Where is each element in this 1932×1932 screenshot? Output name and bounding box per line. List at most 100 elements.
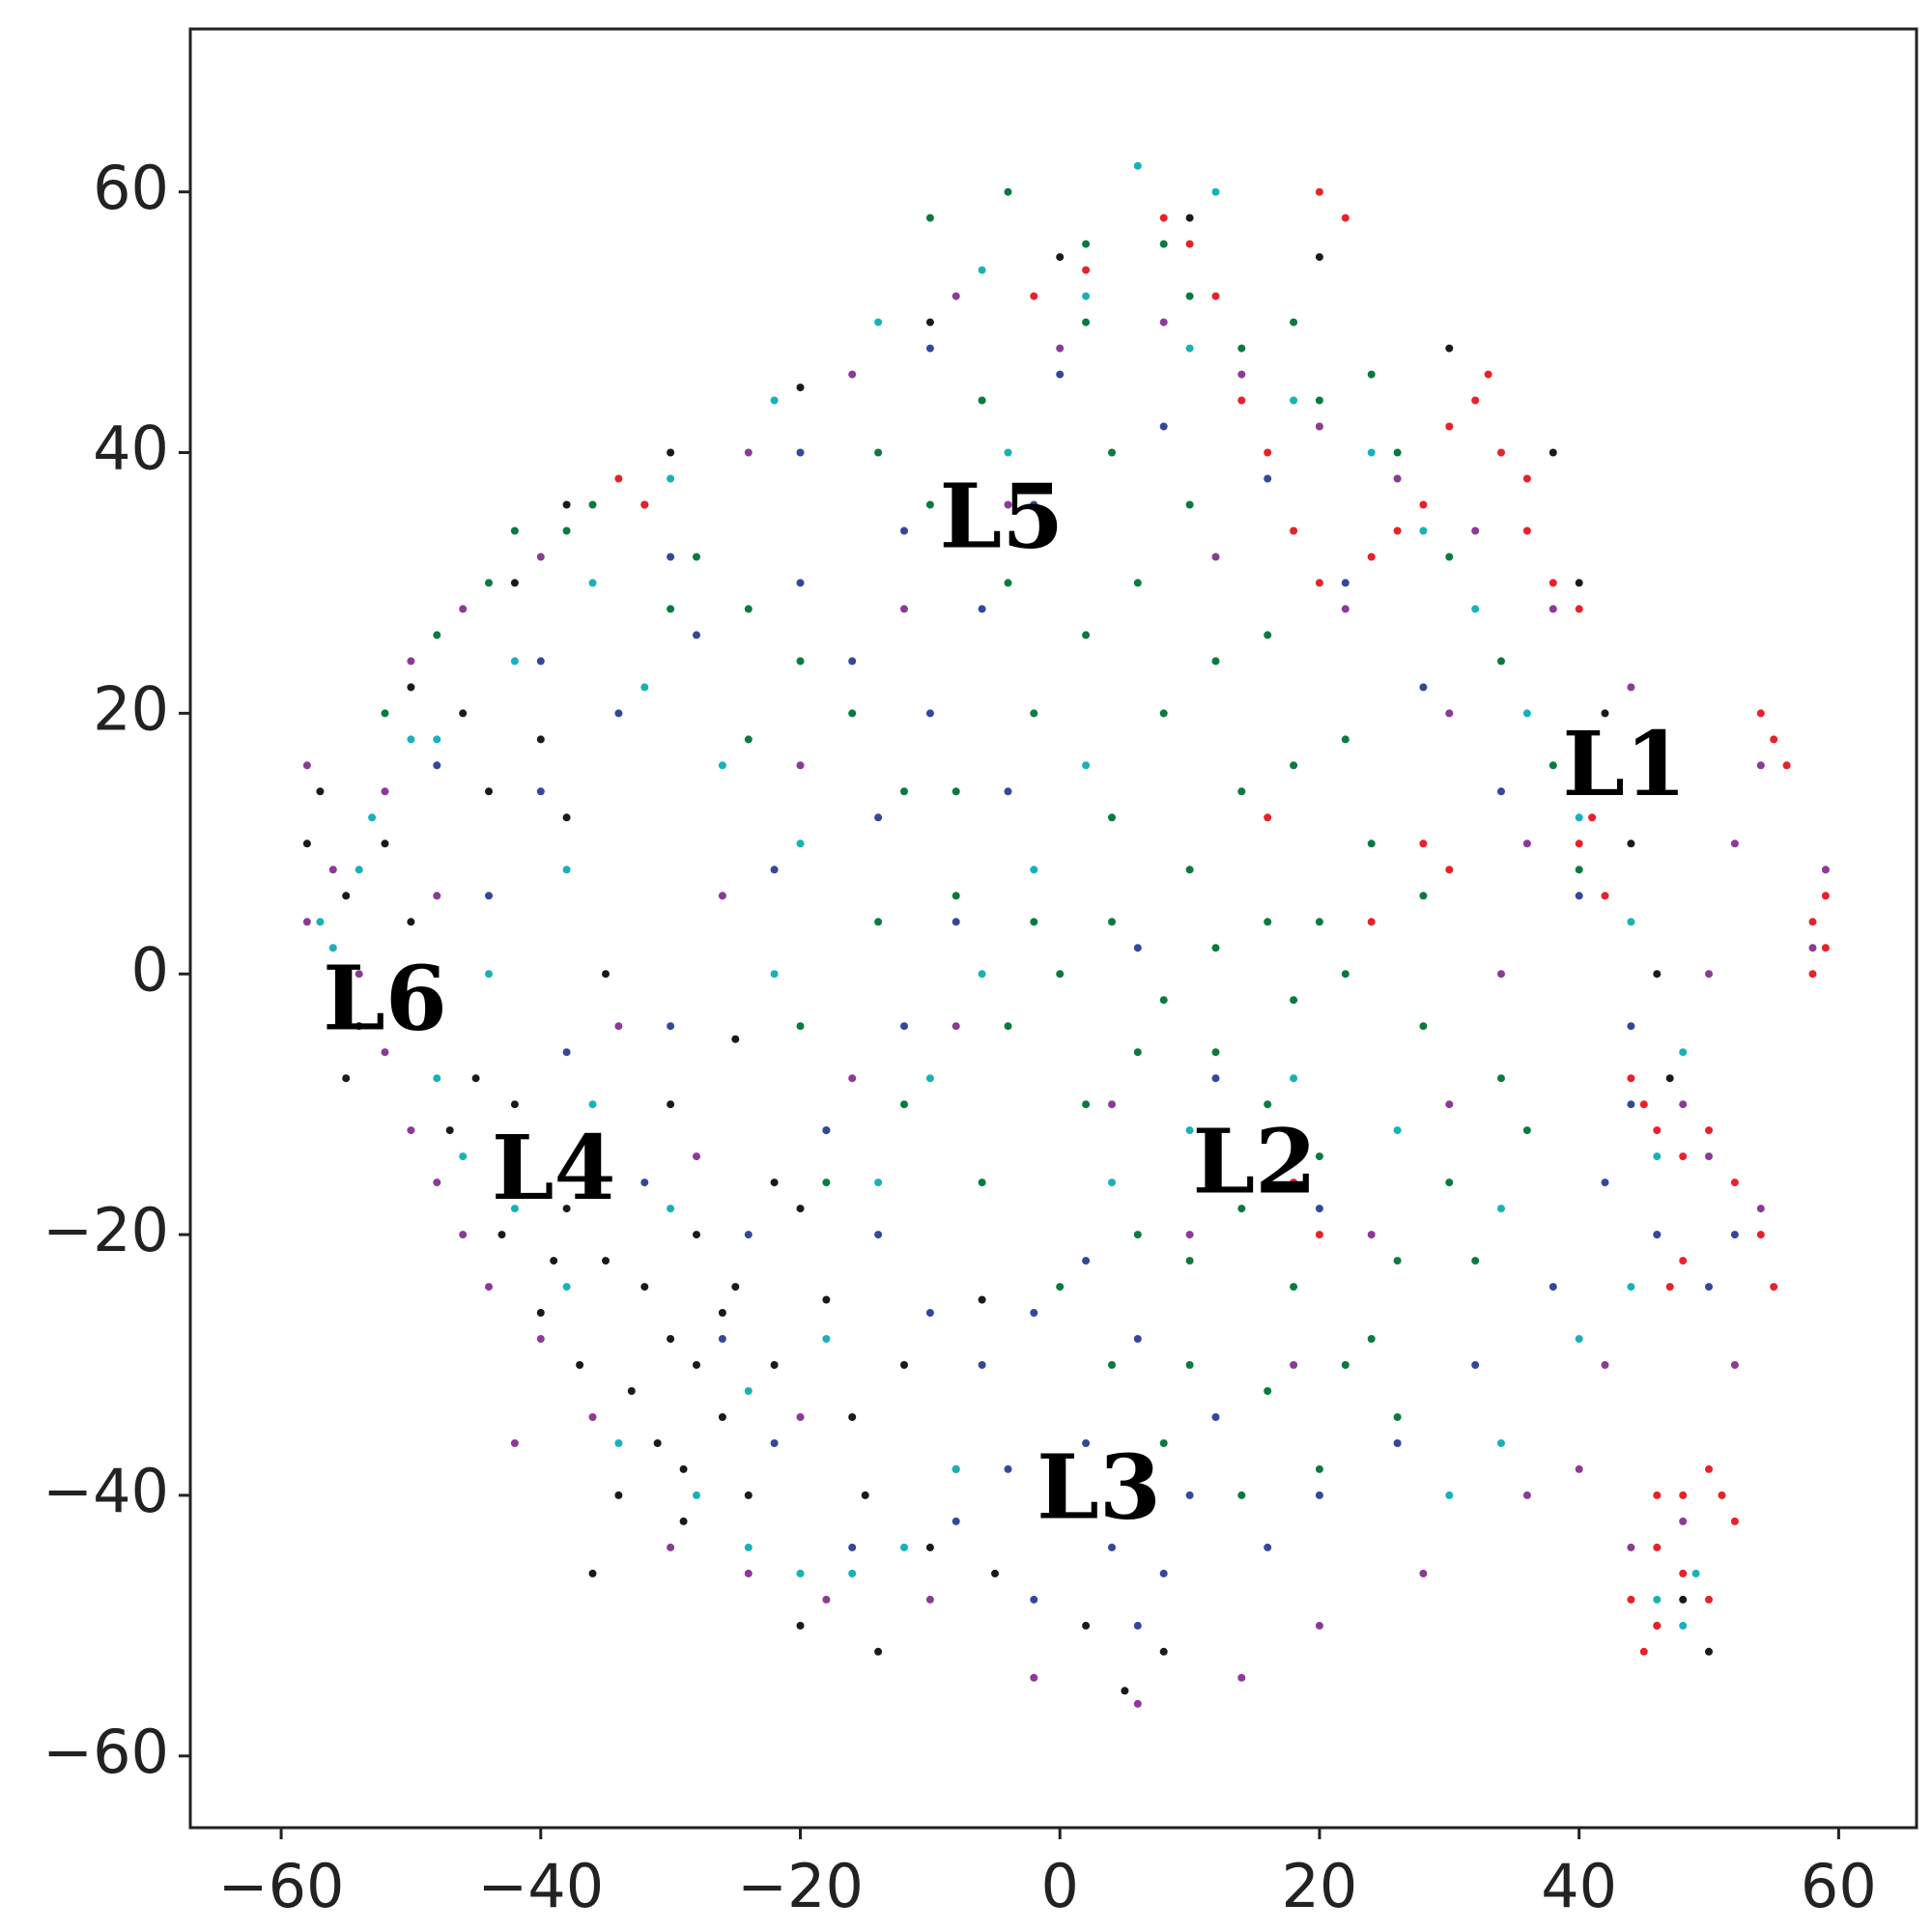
data-point-red <box>1756 1231 1765 1239</box>
data-point-cyan <box>1004 448 1012 457</box>
data-point-green <box>978 396 986 405</box>
data-point-green <box>1315 1464 1323 1473</box>
data-point-black <box>510 1100 519 1109</box>
data-point-purple <box>1419 1569 1428 1577</box>
data-point-blue <box>900 1022 908 1031</box>
data-point-purple <box>1004 500 1012 509</box>
data-point-green <box>744 735 753 744</box>
data-point-blue <box>667 553 675 561</box>
data-point-cyan <box>1108 1179 1116 1187</box>
data-point-black <box>550 1257 558 1265</box>
data-point-cyan <box>368 813 377 822</box>
data-point-cyan <box>874 1179 883 1187</box>
x-tick-label: −20 <box>737 1851 864 1921</box>
data-point-black <box>900 1361 908 1369</box>
y-tick-label: −20 <box>43 1195 169 1265</box>
data-point-blue <box>744 1231 753 1239</box>
data-point-green <box>1108 1361 1116 1369</box>
data-point-purple <box>1821 866 1830 874</box>
data-point-green <box>1367 370 1376 379</box>
data-point-purple <box>381 1048 389 1057</box>
data-point-cyan <box>355 866 363 874</box>
data-point-purple <box>588 1413 597 1421</box>
data-point-purple <box>1393 474 1402 483</box>
data-point-blue <box>1133 1335 1142 1343</box>
data-point-green <box>1211 1048 1220 1057</box>
data-point-blue <box>900 526 908 535</box>
data-point-red <box>640 500 649 509</box>
data-point-red <box>1367 918 1376 926</box>
data-point-black <box>667 448 675 457</box>
data-point-black <box>355 1022 363 1031</box>
data-point-cyan <box>796 839 805 848</box>
data-point-green <box>1004 579 1012 587</box>
data-point-green <box>1133 579 1142 587</box>
data-point-green <box>588 500 597 509</box>
data-point-purple <box>1522 1491 1531 1499</box>
data-point-green <box>1367 839 1376 848</box>
data-point-blue <box>848 657 857 666</box>
data-point-black <box>653 1439 662 1447</box>
data-point-blue <box>562 1048 571 1057</box>
data-point-green <box>925 213 934 222</box>
data-point-purple <box>1237 1673 1246 1682</box>
data-point-cyan <box>485 970 493 979</box>
data-point-red <box>1264 448 1272 457</box>
data-point-green <box>1290 761 1298 770</box>
data-point-cyan <box>1082 761 1091 770</box>
data-point-blue <box>640 1179 649 1187</box>
data-point-red <box>1653 1491 1662 1499</box>
data-point-cyan <box>1419 526 1428 535</box>
data-point-purple <box>407 657 415 666</box>
data-point-cyan <box>952 1464 960 1473</box>
data-point-cyan <box>328 944 337 952</box>
data-point-green <box>1315 1152 1323 1161</box>
data-point-blue <box>1627 1100 1635 1109</box>
data-point-black <box>588 1569 597 1577</box>
data-point-green <box>952 892 960 900</box>
data-point-purple <box>1237 370 1246 379</box>
data-point-purple <box>1159 318 1168 327</box>
data-point-purple <box>1315 1621 1323 1630</box>
data-point-purple <box>1108 1100 1116 1109</box>
data-point-blue <box>1264 474 1272 483</box>
data-point-red <box>1821 892 1830 900</box>
data-point-green <box>1471 1257 1480 1265</box>
data-point-blue <box>1082 1257 1091 1265</box>
data-point-green <box>1264 1100 1272 1109</box>
data-point-blue <box>1056 370 1065 379</box>
data-point-cyan <box>770 396 779 405</box>
data-point-red <box>1756 709 1765 718</box>
data-point-black <box>576 1361 584 1369</box>
y-tick-label: 0 <box>131 934 169 1005</box>
data-point-green <box>874 918 883 926</box>
data-point-blue <box>1133 944 1142 952</box>
data-point-blue <box>874 813 883 822</box>
data-point-green <box>381 709 389 718</box>
data-point-green <box>1030 918 1038 926</box>
data-point-red <box>1497 448 1505 457</box>
x-tick-label: 20 <box>1281 1851 1357 1921</box>
data-point-red <box>1522 474 1531 483</box>
data-point-green <box>1237 1491 1246 1499</box>
data-point-purple <box>1133 1699 1142 1708</box>
data-point-purple <box>1705 970 1713 979</box>
data-point-blue <box>693 631 700 639</box>
data-point-black <box>693 1361 700 1369</box>
data-point-red <box>1679 1257 1688 1265</box>
data-point-purple <box>355 970 363 979</box>
data-point-black <box>679 1517 688 1525</box>
data-point-purple <box>459 605 468 613</box>
data-point-cyan <box>978 970 986 979</box>
x-tick-label: −40 <box>477 1851 604 1921</box>
data-point-green <box>1185 1257 1194 1265</box>
data-point-green <box>1056 1283 1065 1292</box>
data-point-cyan <box>588 1100 597 1109</box>
data-point-purple <box>1445 1100 1454 1109</box>
data-point-purple <box>1627 683 1635 692</box>
points-layer <box>302 161 1830 1708</box>
data-point-cyan <box>1522 709 1531 718</box>
data-point-cyan <box>1445 1491 1454 1499</box>
data-point-red <box>1705 1126 1713 1135</box>
